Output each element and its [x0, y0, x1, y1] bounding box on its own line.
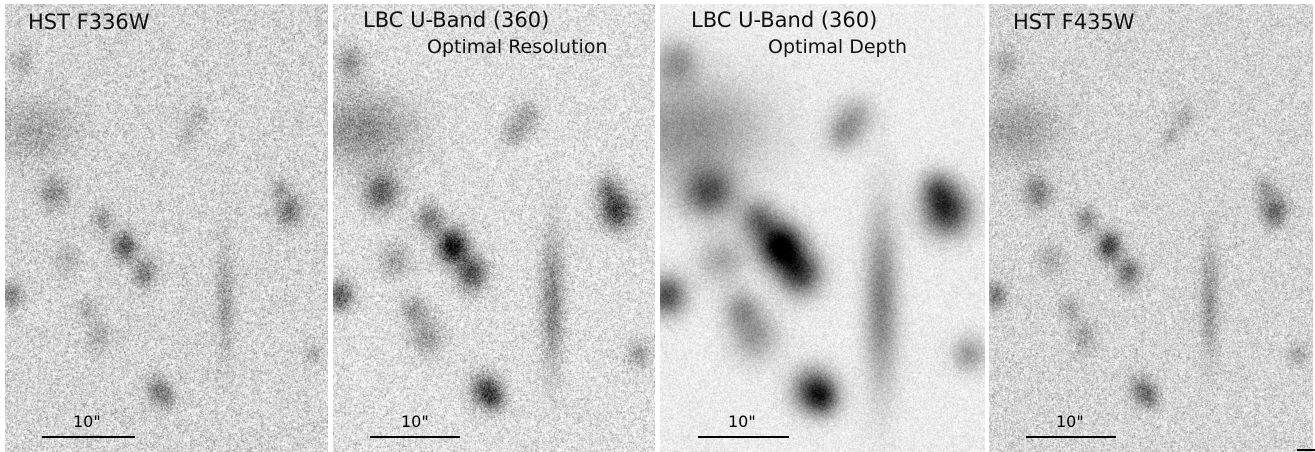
panel-subtitle: Optimal Depth	[768, 36, 908, 58]
panel-title: LBC U-Band (360)	[363, 8, 550, 32]
panel-image	[660, 4, 985, 452]
panel-title: HST F435W	[1013, 10, 1135, 34]
panel-title: LBC U-Band (360)	[691, 8, 878, 32]
panel-image	[333, 4, 655, 452]
scalebar-label: 10"	[728, 412, 756, 431]
scalebar-label: 10"	[401, 412, 429, 431]
panel-image	[989, 4, 1313, 452]
panel-lbc-optimal-resolution: LBC U-Band (360) Optimal Resolution 10"	[333, 4, 655, 452]
scalebar-label: 10"	[1056, 412, 1084, 431]
panel-image	[5, 4, 328, 452]
corner-tick	[1297, 449, 1315, 451]
scalebar-label: 10"	[73, 412, 101, 431]
scalebar	[698, 436, 789, 438]
panel-subtitle: Optimal Resolution	[427, 36, 608, 58]
panel-hst-f336w: HST F336W 10"	[5, 4, 328, 452]
panel-lbc-optimal-depth: LBC U-Band (360) Optimal Depth 10"	[660, 4, 985, 452]
panel-hst-f435w: HST F435W 10"	[989, 4, 1313, 452]
scalebar	[370, 436, 460, 438]
scalebar	[1026, 436, 1116, 438]
panel-title: HST F336W	[28, 10, 150, 34]
scalebar	[42, 436, 135, 438]
